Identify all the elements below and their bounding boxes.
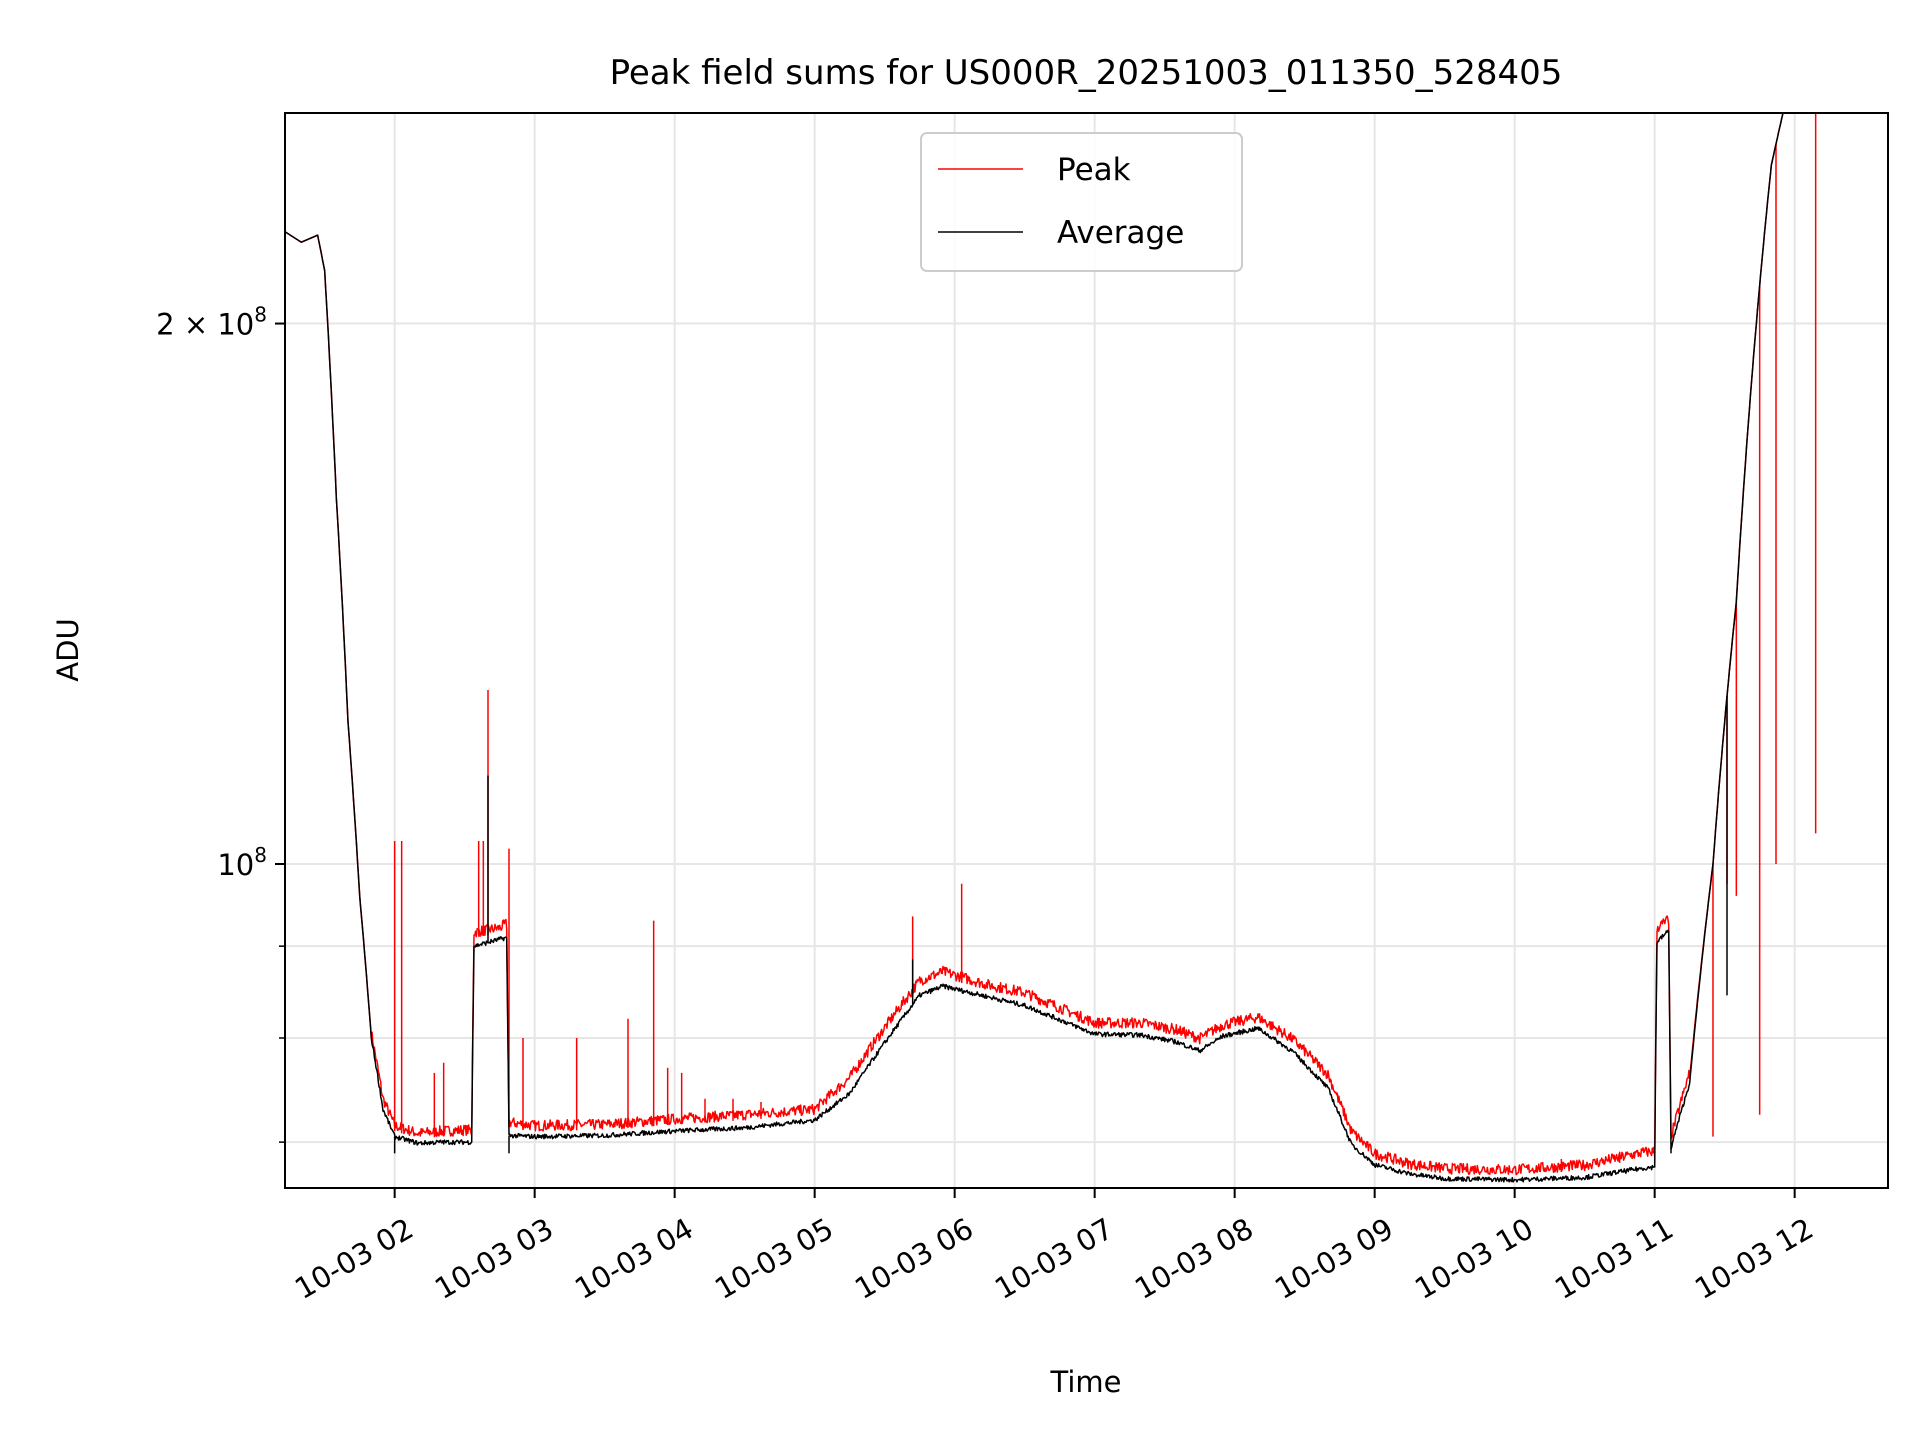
- y-axis-label: ADU: [51, 618, 85, 681]
- legend-label-peak: Peak: [1057, 152, 1131, 188]
- legend: Peak Average: [920, 132, 1243, 272]
- y-tick-label: 2 × 108: [156, 303, 267, 342]
- legend-label-average: Average: [1057, 215, 1184, 251]
- y-tick-label-exponent: 8: [254, 303, 267, 327]
- grid-lines: [285, 113, 1888, 1188]
- legend-box: [920, 132, 1243, 272]
- series-line-peak: [285, 113, 1888, 1176]
- series-line-average: [285, 113, 1888, 1183]
- y-tick-label-exponent: 8: [254, 843, 267, 867]
- plot-frame: [284, 112, 1889, 1189]
- x-axis-label: Time: [1050, 1365, 1122, 1399]
- y-tick-label-base: 10: [217, 848, 254, 882]
- y-tick-label-base: 2 × 10: [156, 308, 254, 342]
- chart-title: Peak field sums for US000R_20251003_0113…: [610, 53, 1563, 93]
- y-tick-label: 108: [217, 843, 267, 882]
- series-group: [285, 113, 1888, 1183]
